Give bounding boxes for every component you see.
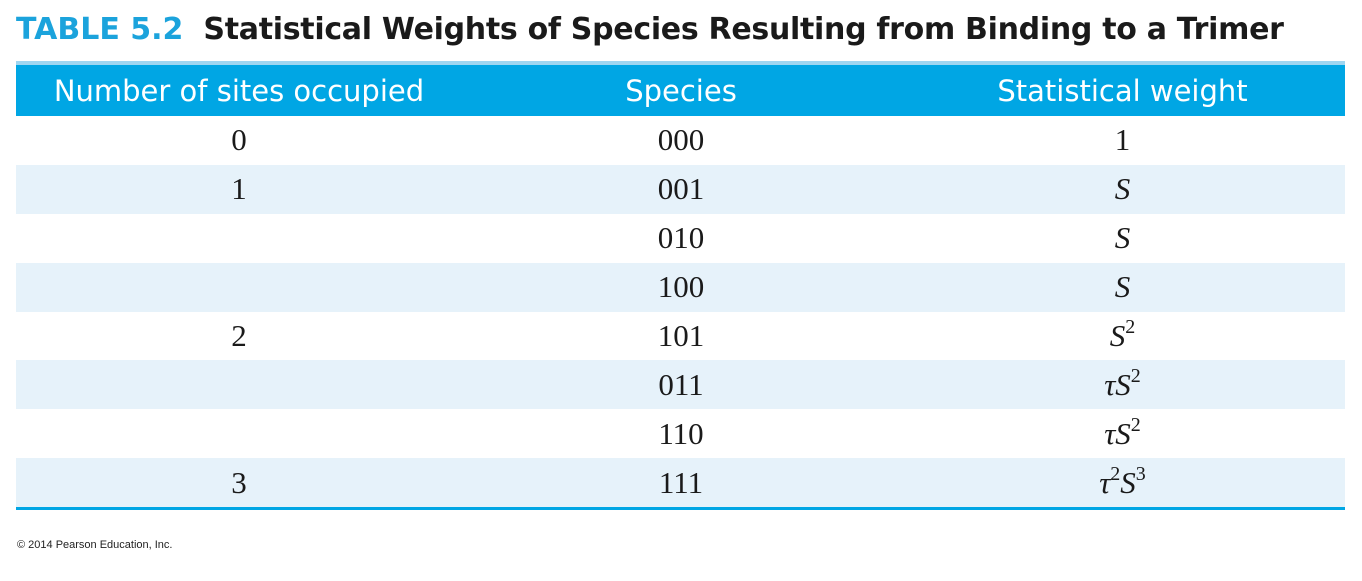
- weight-symbol: τ: [1104, 366, 1116, 402]
- cell-statistical-weight: S: [900, 262, 1345, 312]
- weight-expression: S2: [1109, 316, 1136, 353]
- bottom-rule: [16, 507, 1345, 511]
- cell-statistical-weight: S: [900, 164, 1345, 214]
- cell-sites-occupied: 1: [16, 164, 462, 214]
- cell-species: 000: [657, 122, 705, 158]
- weight-symbol: S: [1115, 366, 1131, 402]
- weight-symbol: S: [1109, 318, 1126, 353]
- top-rule: [16, 61, 1345, 65]
- weight-exponent: 2: [1110, 462, 1121, 485]
- weight-expression: 1: [1115, 122, 1131, 157]
- cell-species: 111: [462, 458, 900, 508]
- table-row: 1 001 S: [16, 164, 1345, 214]
- cell-statistical-weight: 1: [900, 116, 1345, 165]
- table-title: TABLE 5.2 Statistical Weights of Species…: [16, 12, 1284, 56]
- cell-sites-occupied: [16, 262, 462, 312]
- cell-sites-occupied: 0: [231, 122, 247, 158]
- weight-symbol: S: [1114, 171, 1131, 207]
- weight-expression: τ2S3: [1099, 462, 1146, 500]
- weight-expression: τS2: [1104, 364, 1141, 402]
- cell-species: 100: [462, 262, 900, 312]
- weight-symbol: τ: [1099, 464, 1111, 500]
- weight-exponent: 2: [1125, 316, 1136, 338]
- weight-symbol: S: [1114, 269, 1131, 305]
- cell-sites-occupied: [16, 409, 462, 458]
- table-number: TABLE 5.2: [16, 12, 184, 47]
- cell-statistical-weight: τS2: [900, 360, 1345, 410]
- weight-exponent: 2: [1130, 413, 1141, 436]
- weight-symbol: 1: [1114, 122, 1131, 158]
- cell-statistical-weight: τS2: [900, 409, 1345, 458]
- cell-sites-occupied: [16, 214, 462, 263]
- cell-species: 110: [658, 415, 704, 451]
- table-row: 3 111 τ2S3: [16, 458, 1345, 508]
- cell-species: 001: [462, 164, 900, 214]
- weight-exponent: 2: [1130, 364, 1141, 387]
- weight-symbol: S: [1115, 415, 1131, 451]
- cell-statistical-weight: τ2S3: [900, 458, 1345, 508]
- table-header: Number of sites occupied Species Statist…: [16, 65, 1345, 116]
- table-row: 100 S: [16, 262, 1345, 312]
- table-row: 011 τS2: [16, 360, 1345, 410]
- weight-symbol: S: [1114, 220, 1131, 256]
- header-statistical-weight: Statistical weight: [900, 65, 1345, 116]
- table-row: 0 000 1: [16, 116, 1345, 165]
- weight-exponent: 3: [1135, 462, 1146, 485]
- weight-expression: S: [1115, 269, 1131, 304]
- copyright-notice: © 2014 Pearson Education, Inc.: [17, 539, 173, 551]
- cell-statistical-weight: S: [900, 214, 1345, 263]
- table-caption: Statistical Weights of Species Resulting…: [203, 12, 1284, 47]
- cell-statistical-weight: S2: [900, 312, 1345, 361]
- cell-sites-occupied: 3: [16, 458, 462, 508]
- weight-symbol: S: [1120, 464, 1136, 500]
- cell-species: 010: [657, 220, 705, 256]
- cell-sites-occupied: [16, 360, 462, 410]
- header-species: Species: [462, 65, 900, 116]
- cell-species: 101: [657, 318, 705, 353]
- table-row: 2 101 S2: [16, 312, 1345, 361]
- weight-symbol: τ: [1104, 415, 1116, 451]
- data-table: Number of sites occupied Species Statist…: [16, 65, 1345, 508]
- weight-expression: S: [1115, 220, 1131, 255]
- cell-sites-occupied: 2: [231, 318, 247, 353]
- header-row: Number of sites occupied Species Statist…: [16, 65, 1345, 116]
- table-row: 110 τS2: [16, 409, 1345, 458]
- cell-species: 011: [462, 360, 900, 410]
- statistical-weights-table: Number of sites occupied Species Statist…: [16, 61, 1345, 511]
- table-body: 0 000 1 1 001 S 010 S 100 S 2 101 S2 011 τS2 110 τS2 3 111…: [16, 116, 1345, 508]
- weight-expression: S: [1115, 171, 1131, 206]
- weight-expression: τS2: [1104, 413, 1141, 451]
- table-row: 010 S: [16, 214, 1345, 263]
- header-sites-occupied: Number of sites occupied: [16, 65, 462, 116]
